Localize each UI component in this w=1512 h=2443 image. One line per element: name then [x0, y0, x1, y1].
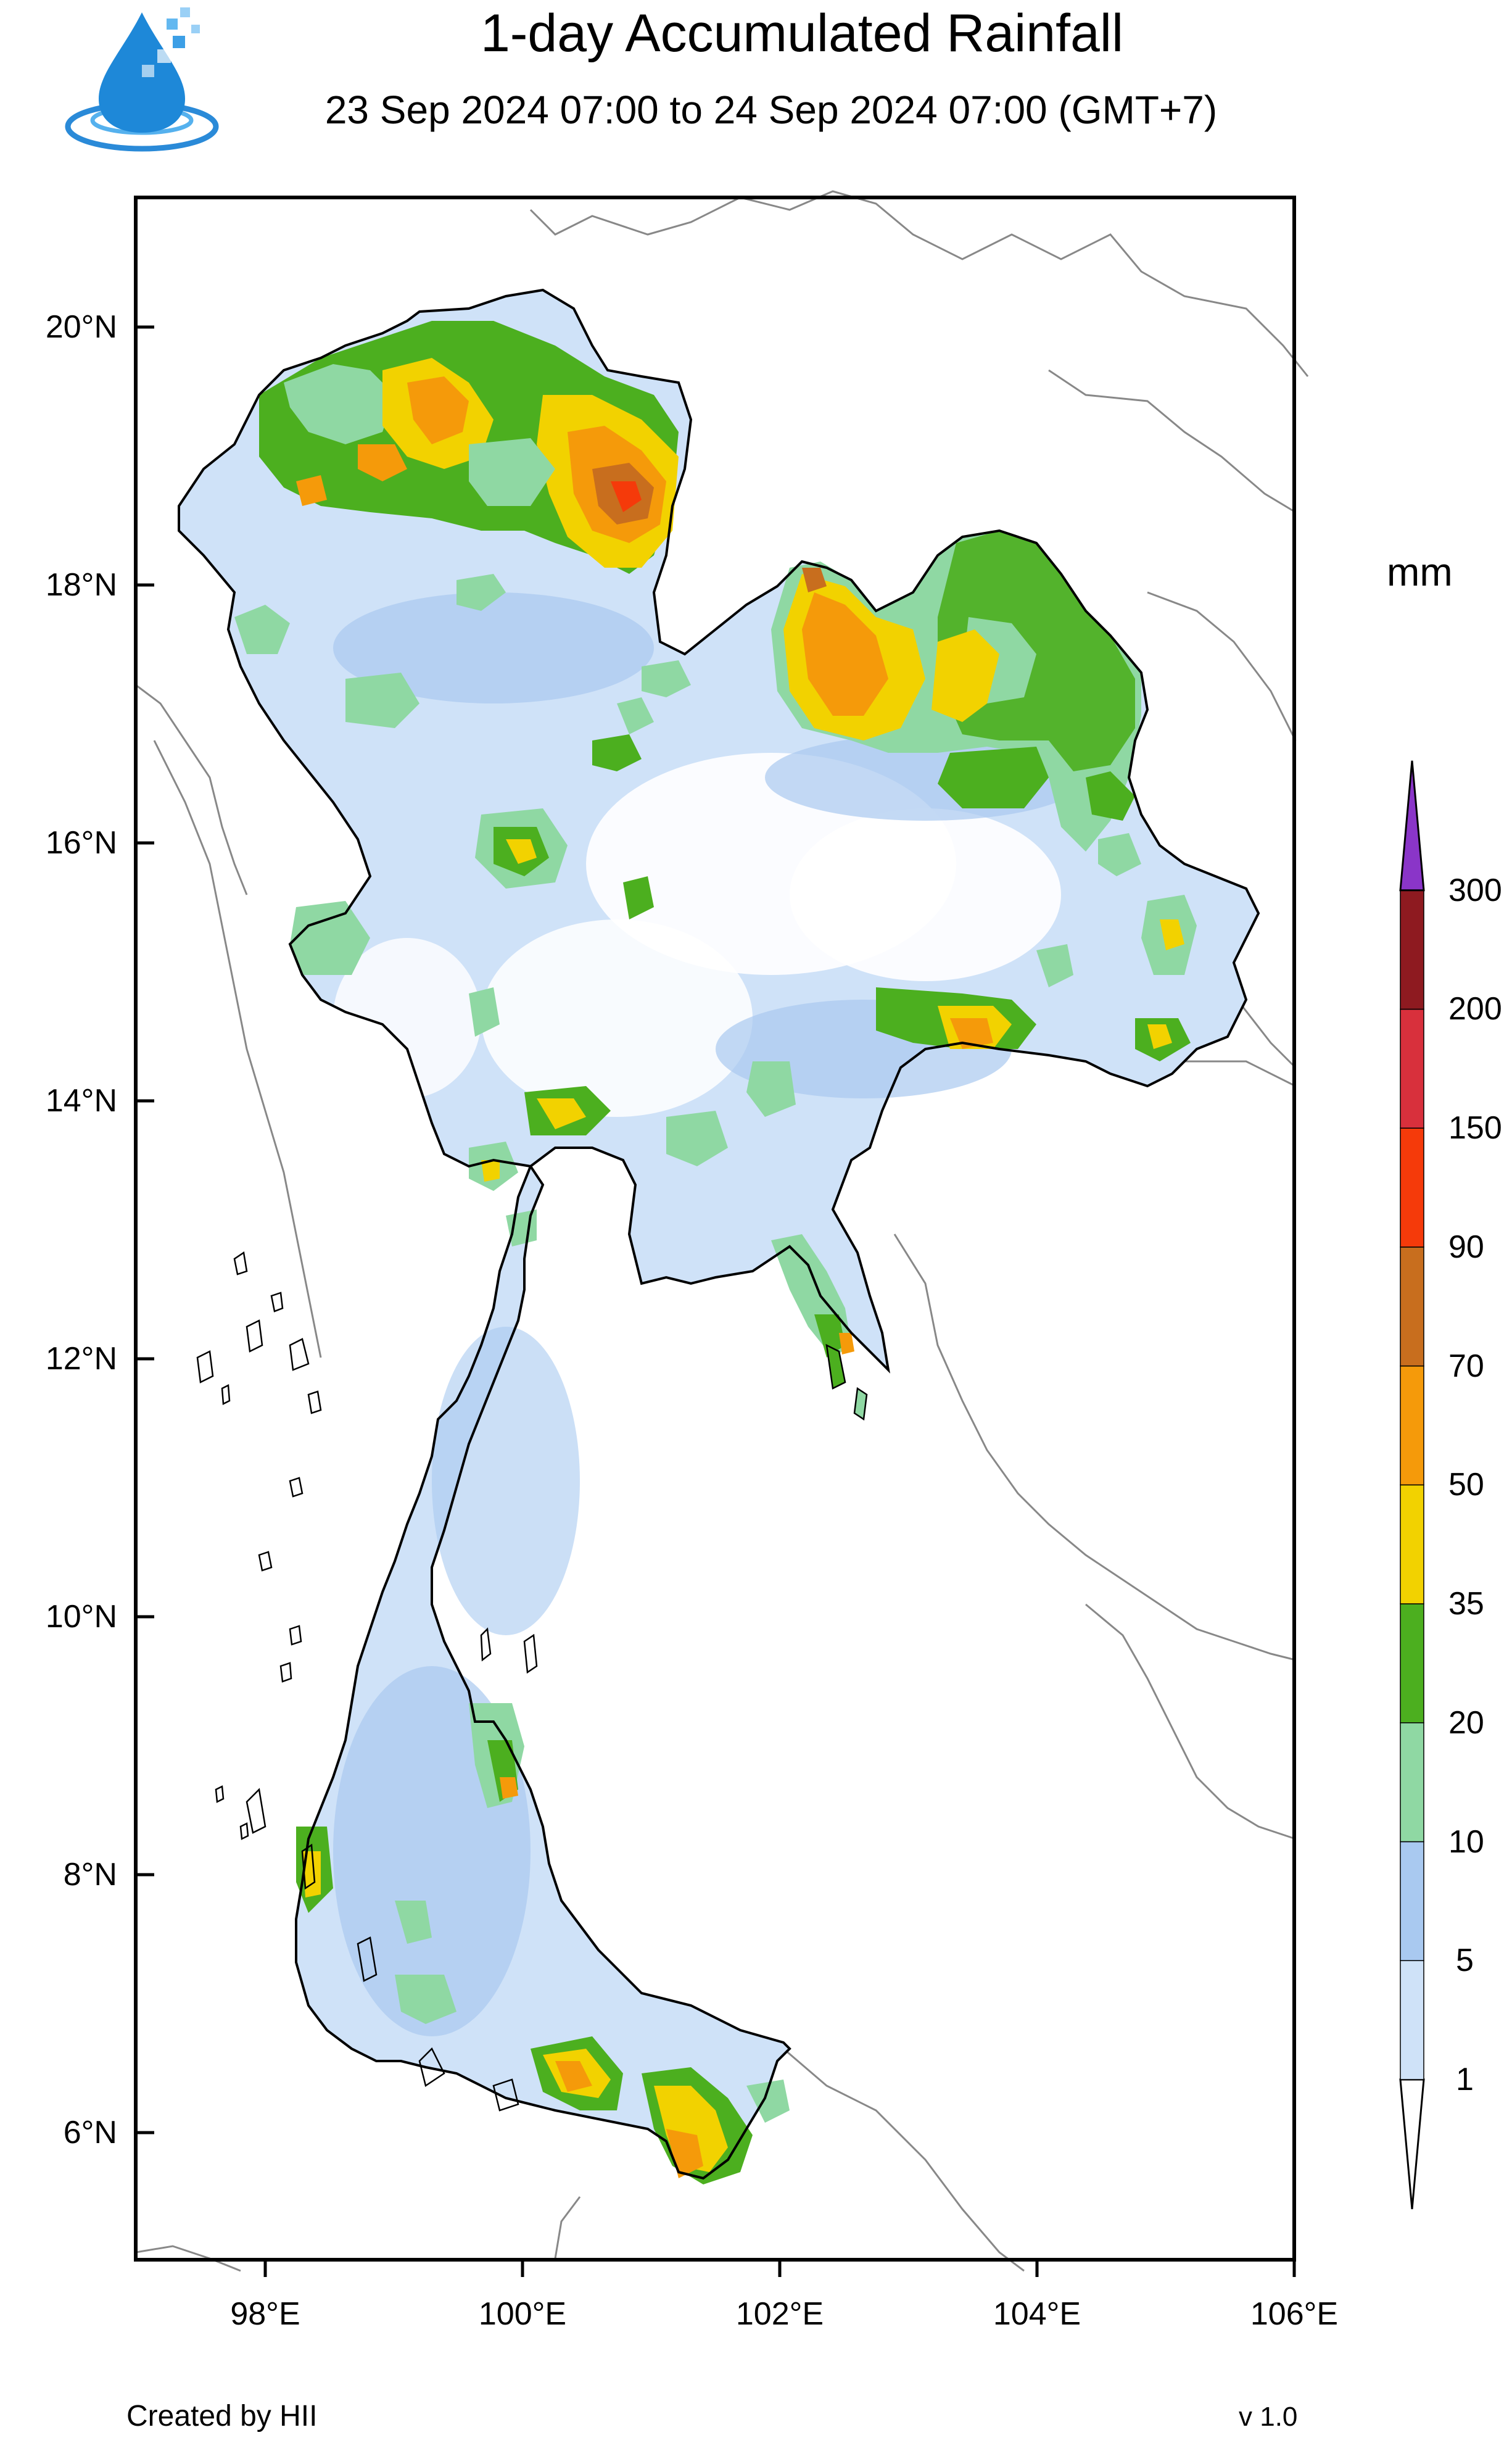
- colorbar-label: 35: [1448, 1586, 1484, 1622]
- colorbar-segment: [1400, 1841, 1424, 1962]
- lat-ticks: [136, 325, 154, 2134]
- lat-label-16: 16°N: [45, 825, 117, 861]
- colorbar-min-arrow: [1399, 2078, 1425, 2210]
- colorbar-unit: mm: [1387, 550, 1453, 594]
- rainfall-shading: [234, 321, 1197, 2184]
- lat-label-20: 20°N: [45, 309, 117, 345]
- colorbar-label: 300: [1448, 872, 1502, 908]
- map-subtitle: 23 Sep 2024 07:00 to 24 Sep 2024 07:00 (…: [324, 88, 1218, 132]
- map-frame: [134, 196, 1296, 2262]
- lat-label-10: 10°N: [45, 1599, 117, 1635]
- colorbar-label: 90: [1448, 1229, 1484, 1265]
- map-title: 1-day Accumulated Rainfall: [480, 4, 1124, 63]
- lon-label-100: 100°E: [478, 2296, 567, 2332]
- lat-label-12: 12°N: [45, 1341, 117, 1377]
- colorbar-segment: [1400, 1008, 1424, 1129]
- colorbar-segment: [1400, 889, 1424, 1010]
- lon-label-98: 98°E: [230, 2296, 300, 2332]
- colorbar-label: 50: [1448, 1467, 1484, 1503]
- colorbar-label: 70: [1448, 1348, 1484, 1384]
- colorbar-label: 5: [1456, 1943, 1474, 1979]
- colorbar-segment: [1400, 1127, 1424, 1248]
- version-text: v 1.0: [1239, 2402, 1298, 2432]
- lat-label-18: 18°N: [45, 567, 117, 603]
- colorbar: [1399, 760, 1425, 2210]
- colorbar-segment: [1400, 1484, 1424, 1604]
- lat-label-14: 14°N: [45, 1083, 117, 1119]
- colorbar-label: 10: [1448, 1823, 1484, 1860]
- lat-label-8: 8°N: [63, 1857, 117, 1893]
- colorbar-label: 20: [1448, 1704, 1484, 1741]
- lon-label-104: 104°E: [993, 2296, 1081, 2332]
- lon-label-106: 106°E: [1250, 2296, 1339, 2332]
- colorbar-segment: [1400, 1722, 1424, 1843]
- colorbar-segment: [1400, 1246, 1424, 1367]
- hii-logo: [65, 7, 219, 152]
- lon-label-102: 102°E: [735, 2296, 824, 2332]
- thailand-border: [178, 288, 1260, 2180]
- colorbar-label: 200: [1448, 991, 1502, 1027]
- credit-text: Created by HII: [126, 2400, 318, 2433]
- lat-label-6: 6°N: [63, 2115, 117, 2151]
- colorbar-segment: [1400, 1365, 1424, 1486]
- lon-ticks: [263, 2260, 1296, 2277]
- colorbar-label: 150: [1448, 1110, 1502, 1147]
- colorbar-segment: [1400, 1960, 1424, 2080]
- islands: [196, 1251, 868, 2112]
- colorbar-max-arrow: [1399, 760, 1425, 892]
- colorbar-segment: [1400, 1603, 1424, 1723]
- colorbar-label: 1: [1456, 2062, 1474, 2097]
